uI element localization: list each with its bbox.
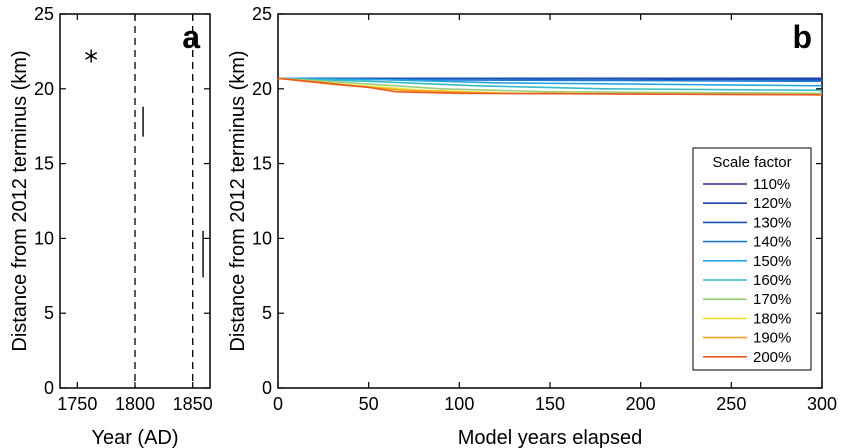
x-tick-label: 1750 <box>57 394 97 414</box>
legend-entry: 120% <box>753 195 791 212</box>
panel-label: a <box>182 19 200 55</box>
x-tick-label: 250 <box>716 394 746 414</box>
series-line-160% <box>277 77 823 92</box>
x-tick-label: 0 <box>273 394 283 414</box>
series-line-150% <box>277 77 823 87</box>
legend-entry: 150% <box>753 253 791 270</box>
legend-entry: 130% <box>753 214 791 231</box>
legend-entry: 200% <box>753 349 791 366</box>
y-tick-label: 25 <box>34 4 54 24</box>
x-tick-label: 100 <box>444 394 474 414</box>
x-axis-label: Year (AD) <box>91 427 178 448</box>
legend-entry: 160% <box>753 272 791 289</box>
y-tick-label: 10 <box>34 228 54 248</box>
x-tick-label: 150 <box>535 394 565 414</box>
x-tick-label: 1800 <box>115 394 155 414</box>
y-tick-label: 10 <box>252 228 272 248</box>
x-tick-label: 1850 <box>173 394 213 414</box>
legend-entry: 140% <box>753 234 791 251</box>
legend-entry: 190% <box>753 330 791 347</box>
asterisk-stroke <box>85 52 98 60</box>
y-tick-label: 5 <box>44 303 54 323</box>
legend-box <box>692 147 812 371</box>
y-tick-label: 0 <box>262 378 272 398</box>
series-line-200% <box>277 77 823 96</box>
legend-title: Scale factor <box>712 154 791 171</box>
legend-entry: 170% <box>753 291 791 308</box>
y-tick-label: 20 <box>34 79 54 99</box>
legend-entry: 180% <box>753 310 791 327</box>
panel-label: b <box>792 19 812 55</box>
series-line-170% <box>277 77 823 95</box>
x-tick-label: 50 <box>359 394 379 414</box>
x-axis-label: Model years elapsed <box>458 427 643 448</box>
y-axis-label: Distance from 2012 terminus (km) <box>227 50 249 351</box>
legend-entry: 110% <box>753 176 790 193</box>
y-tick-label: 15 <box>34 154 54 174</box>
y-tick-label: 25 <box>252 4 272 24</box>
y-tick-label: 5 <box>262 303 272 323</box>
asterisk-point <box>85 49 98 63</box>
y-tick-label: 20 <box>252 79 272 99</box>
x-tick-label: 200 <box>626 394 656 414</box>
y-axis-label: Distance from 2012 terminus (km) <box>9 50 31 351</box>
x-tick-label: 300 <box>807 394 837 414</box>
y-tick-label: 15 <box>252 154 272 174</box>
y-tick-label: 0 <box>44 378 54 398</box>
